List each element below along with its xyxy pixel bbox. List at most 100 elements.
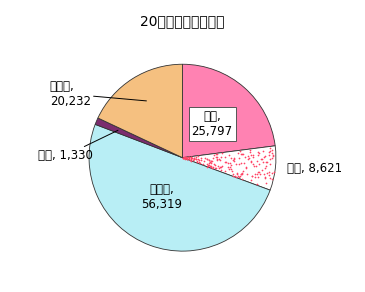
- Point: [186, 157, 192, 161]
- Title: 20年度の建設投資額: 20年度の建設投資額: [140, 14, 225, 28]
- Point: [208, 164, 214, 169]
- Point: [218, 164, 223, 169]
- Point: [239, 172, 245, 177]
- Point: [212, 162, 218, 167]
- Point: [258, 157, 264, 161]
- Text: 下水道,
56,319: 下水道, 56,319: [141, 183, 182, 211]
- Point: [188, 155, 194, 160]
- Point: [243, 166, 249, 171]
- Point: [206, 157, 212, 162]
- Point: [254, 172, 260, 177]
- Point: [262, 166, 268, 171]
- Point: [180, 155, 186, 160]
- Point: [231, 159, 237, 163]
- Point: [188, 156, 194, 160]
- Point: [198, 157, 204, 162]
- Point: [187, 154, 192, 159]
- Text: 病院, 8,621: 病院, 8,621: [287, 162, 342, 175]
- Wedge shape: [98, 64, 182, 158]
- Point: [266, 150, 272, 154]
- Point: [208, 158, 214, 163]
- Point: [180, 155, 186, 160]
- Point: [231, 157, 237, 161]
- Point: [205, 162, 211, 167]
- Point: [229, 169, 235, 173]
- Point: [260, 148, 266, 153]
- Point: [215, 157, 220, 162]
- Point: [226, 167, 232, 172]
- Point: [264, 180, 269, 185]
- Point: [227, 161, 233, 165]
- Point: [205, 164, 211, 169]
- Point: [225, 165, 231, 170]
- Point: [214, 152, 220, 157]
- Point: [237, 174, 242, 179]
- Point: [228, 163, 234, 167]
- Point: [254, 182, 260, 187]
- Point: [264, 170, 270, 175]
- Point: [222, 154, 228, 159]
- Point: [218, 165, 223, 170]
- Point: [246, 156, 251, 160]
- Point: [218, 155, 224, 160]
- Point: [267, 176, 273, 181]
- Point: [217, 157, 223, 162]
- Point: [234, 172, 240, 176]
- Point: [248, 153, 254, 158]
- Point: [195, 157, 201, 161]
- Point: [191, 157, 197, 161]
- Wedge shape: [182, 64, 275, 158]
- Point: [269, 148, 275, 153]
- Point: [238, 151, 244, 156]
- Point: [235, 150, 241, 155]
- Point: [208, 161, 214, 166]
- Point: [231, 173, 237, 178]
- Point: [215, 164, 221, 168]
- Point: [211, 152, 217, 157]
- Point: [188, 157, 194, 161]
- Text: 水道,
25,797: 水道, 25,797: [192, 110, 233, 138]
- Point: [200, 162, 206, 167]
- Point: [269, 170, 275, 175]
- Point: [270, 152, 276, 157]
- Point: [249, 173, 255, 178]
- Point: [249, 174, 255, 178]
- Point: [264, 159, 269, 164]
- Point: [255, 169, 261, 174]
- Point: [260, 157, 265, 161]
- Point: [204, 156, 210, 161]
- Point: [240, 152, 246, 157]
- Point: [262, 175, 268, 180]
- Point: [191, 155, 197, 160]
- Point: [252, 175, 258, 180]
- Point: [250, 155, 256, 159]
- Point: [213, 152, 219, 156]
- Point: [255, 175, 261, 180]
- Point: [186, 155, 192, 159]
- Point: [266, 170, 272, 175]
- Point: [207, 164, 212, 169]
- Point: [219, 151, 225, 156]
- Point: [245, 153, 251, 158]
- Point: [255, 162, 261, 167]
- Point: [181, 155, 187, 160]
- Point: [223, 159, 229, 164]
- Point: [262, 175, 268, 180]
- Point: [256, 151, 262, 155]
- Point: [247, 150, 253, 155]
- Wedge shape: [95, 118, 182, 158]
- Point: [212, 165, 218, 170]
- Point: [267, 162, 273, 167]
- Point: [185, 155, 191, 160]
- Wedge shape: [182, 146, 276, 190]
- Point: [239, 170, 245, 175]
- Point: [198, 155, 204, 160]
- Point: [206, 158, 212, 162]
- Point: [257, 171, 263, 176]
- Point: [209, 165, 215, 170]
- Point: [242, 154, 248, 159]
- Point: [267, 157, 273, 162]
- Point: [233, 175, 239, 180]
- Text: ガス, 1,330: ガス, 1,330: [38, 130, 118, 162]
- Point: [250, 153, 256, 158]
